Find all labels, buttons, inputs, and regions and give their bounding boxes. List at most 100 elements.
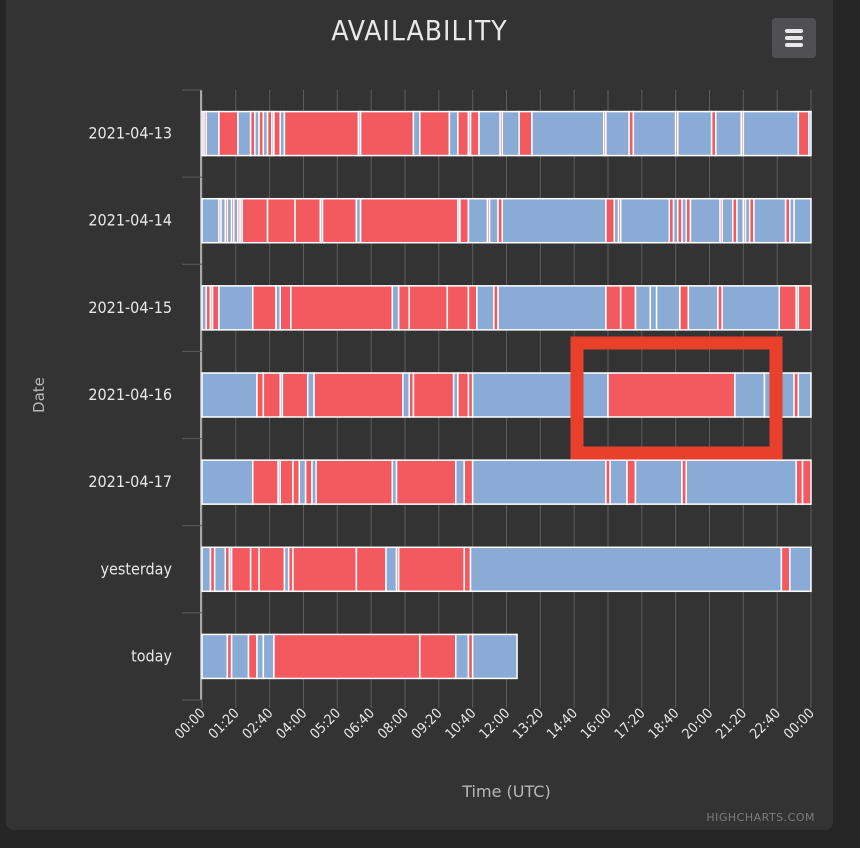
xrange-segment-up [201,633,229,680]
xrange-segment-up [808,110,812,157]
x-tick-label: 06:40 [341,706,378,743]
xrange-segment-down [292,546,358,593]
xrange-segment-up [721,197,734,244]
xrange-segment-up [469,546,783,593]
xrange-segment-down [211,285,220,331]
xrange-segment-down [412,372,455,418]
x-tick-label: 08:00 [375,706,412,743]
xrange-segment-down [419,633,457,680]
xrange-segment-up [753,197,787,244]
xrange-segment-down [273,110,281,157]
xrange-segment-down [419,110,451,157]
xrange-segment-down [313,372,404,418]
x-tick-label: 01:20 [206,706,243,743]
xrange-segment-up [634,285,652,331]
xrange-segment-up [531,110,605,157]
xrange-segment-down [778,285,797,331]
chart-title: AVAILABILITY [331,14,508,47]
x-tick-label: 22:40 [747,706,784,743]
xrange-segment-down [281,372,309,418]
x-axis-title: Time (UTC) [461,782,550,801]
x-tick-label: 16:00 [578,706,615,743]
credits-link[interactable]: HIGHCHARTS.COM [706,811,815,824]
x-tick-label: 02:40 [240,706,277,743]
xrange-segment-down [304,459,313,505]
xrange-segment-down [252,285,277,331]
xrange-segment-up [689,197,721,244]
xrange-segment-down [446,285,470,331]
y-category-label: 2021-04-17 [88,472,172,491]
xrange-segment-down [397,285,410,331]
x-tick-label: 10:40 [443,706,480,743]
xrange-segment-down [801,459,812,505]
xrange-segment-up [605,110,630,157]
xrange-segment-down [459,197,470,244]
xrange-segment-down [258,546,286,593]
x-tick-label: 20:00 [679,706,716,743]
xrange-segment-up [501,110,520,157]
xrange-segment-up [677,110,713,157]
xrange-segment-down [262,372,281,418]
x-tick-label: 18:40 [646,706,683,743]
xrange-segment-down [292,459,301,505]
xrange-segment-down [249,546,260,593]
x-tick-label: 00:00 [781,706,818,743]
xrange-segment-down [218,110,239,157]
xrange-segment-up [471,459,607,505]
xrange-segment-up [218,285,254,331]
xrange-segment-up [685,459,797,505]
y-category-label: today [131,646,172,665]
xrange-segment-down [463,546,472,593]
xrange-segment-down [605,197,616,244]
xrange-segment-up [478,110,501,157]
xrange-segment-up [402,372,410,418]
xrange-segment-up [448,110,459,157]
xrange-segment-down [467,285,478,331]
xrange-segment-up [655,285,681,331]
xrange-segment-down [457,110,470,157]
xrange-segment-up [632,110,677,157]
x-tick-label: 17:20 [612,706,649,743]
xrange-segment-up [201,459,254,505]
y-axis-title: Date [30,377,48,413]
xrange-segment-down [315,459,394,505]
xrange-segment-up [262,633,275,680]
xrange-segment-up [734,372,766,418]
xrange-segment-up [619,197,671,244]
xrange-segment-down [266,197,296,244]
x-tick-label: 00:00 [172,706,209,743]
xrange-segment-down [230,546,252,593]
hamburger-menu-icon [785,29,803,47]
xrange-segment-down [279,285,292,331]
xrange-segment-up [230,633,250,680]
xrange-segment-down [797,110,810,157]
xrange-segment-down [252,459,279,505]
xrange-segment-down [679,285,690,331]
xrange-segment-down [273,633,421,680]
xrange-segment-up [471,372,609,418]
xrange-segment-up [201,197,220,244]
xrange-segment-up [497,285,607,331]
xrange-segment-up [213,546,227,593]
series-bars [201,110,812,680]
xrange-segment-up [476,285,495,331]
xrange-segment-up [634,459,683,505]
xrange-segment-down [359,110,415,157]
y-category-label: 2021-04-15 [88,298,172,317]
xrange-segment-down [290,285,394,331]
xrange-segment-up [455,459,465,505]
xrange-segment-down [795,459,804,505]
axes [182,89,812,708]
xrange-segment-down [626,459,637,505]
xrange-segment-up [736,197,745,244]
context-menu-button[interactable] [772,18,816,58]
xrange-segment-up [201,546,212,593]
xrange-segment-up [721,285,781,331]
xrange-segment-down [397,546,465,593]
xrange-segment-up [306,372,315,418]
xrange-segment-down [359,197,459,244]
xrange-segment-down [279,459,294,505]
highlight-box [570,336,783,460]
x-tick-label: 21:20 [713,706,750,743]
